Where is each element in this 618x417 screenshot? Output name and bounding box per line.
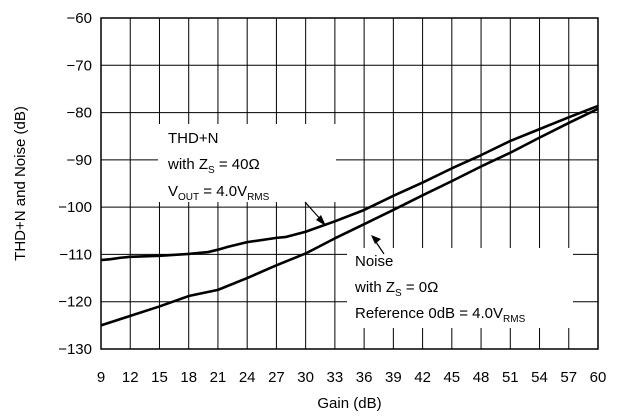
thdn-label-line2: with ZS = 40Ω bbox=[167, 156, 260, 176]
x-tick-label: 54 bbox=[531, 369, 548, 386]
thdn-label-line3: VOUT = 4.0VRMS bbox=[168, 183, 270, 203]
x-tick-label: 45 bbox=[443, 369, 460, 386]
y-tick-label: −60 bbox=[67, 10, 92, 27]
noise-label-line3: Reference 0dB = 4.0VRMS bbox=[355, 305, 526, 325]
plot-frame bbox=[100, 17, 599, 350]
series-layer bbox=[100, 104, 599, 327]
x-tick-label: 18 bbox=[180, 369, 197, 386]
x-tick-label: 51 bbox=[502, 369, 519, 386]
y-tick-label: −120 bbox=[58, 294, 92, 311]
series-line-thdn bbox=[100, 104, 599, 262]
x-tick-label: 27 bbox=[268, 369, 285, 386]
y-tick-label: −80 bbox=[67, 105, 92, 122]
y-axis-label: THD+N and Noise (dB) bbox=[12, 106, 29, 261]
series-line-noise bbox=[100, 107, 599, 327]
thdn-label-line1: THD+N bbox=[168, 130, 218, 147]
noise-annotation: Noise with ZS = 0Ω Reference 0dB = 4.0VR… bbox=[347, 235, 573, 328]
x-tick-label: 60 bbox=[590, 369, 607, 386]
x-tick-label: 39 bbox=[385, 369, 402, 386]
x-tick-label: 36 bbox=[356, 369, 373, 386]
thdn-annotation-bg bbox=[158, 124, 336, 202]
x-tick-label: 9 bbox=[97, 369, 105, 386]
y-tick-label: −130 bbox=[58, 341, 92, 358]
noise-annotation-bg bbox=[347, 248, 573, 328]
thdn-annotation: THD+N with ZS = 40Ω VOUT = 4.0VRMS bbox=[158, 124, 336, 226]
x-tick-label: 30 bbox=[297, 369, 314, 386]
x-axis-label: Gain (dB) bbox=[317, 395, 381, 412]
y-tick-label: −70 bbox=[67, 57, 92, 74]
y-tick-label: −90 bbox=[67, 152, 92, 169]
x-tick-label: 24 bbox=[239, 369, 256, 386]
x-tick-label: 57 bbox=[560, 369, 577, 386]
y-tick-label: −100 bbox=[58, 199, 92, 216]
x-tick-label: 48 bbox=[473, 369, 490, 386]
noise-leader-line bbox=[375, 241, 385, 255]
x-tick-label: 15 bbox=[151, 369, 168, 386]
x-tick-label: 33 bbox=[327, 369, 344, 386]
noise-label-line2: with ZS = 0Ω bbox=[354, 279, 438, 299]
x-tick-label: 12 bbox=[122, 369, 139, 386]
y-tick-label: −110 bbox=[59, 246, 92, 263]
noise-arrowhead bbox=[371, 235, 381, 244]
x-tick-label: 42 bbox=[414, 369, 431, 386]
x-tick-label: 21 bbox=[210, 369, 227, 386]
noise-label-line1: Noise bbox=[355, 253, 393, 270]
thdn-arrowhead bbox=[316, 215, 326, 226]
tick-labels: 9 12 15 18 21 24 27 30 33 36 39 42 45 48 51 54 57 60 −60 −7… bbox=[58, 10, 606, 386]
